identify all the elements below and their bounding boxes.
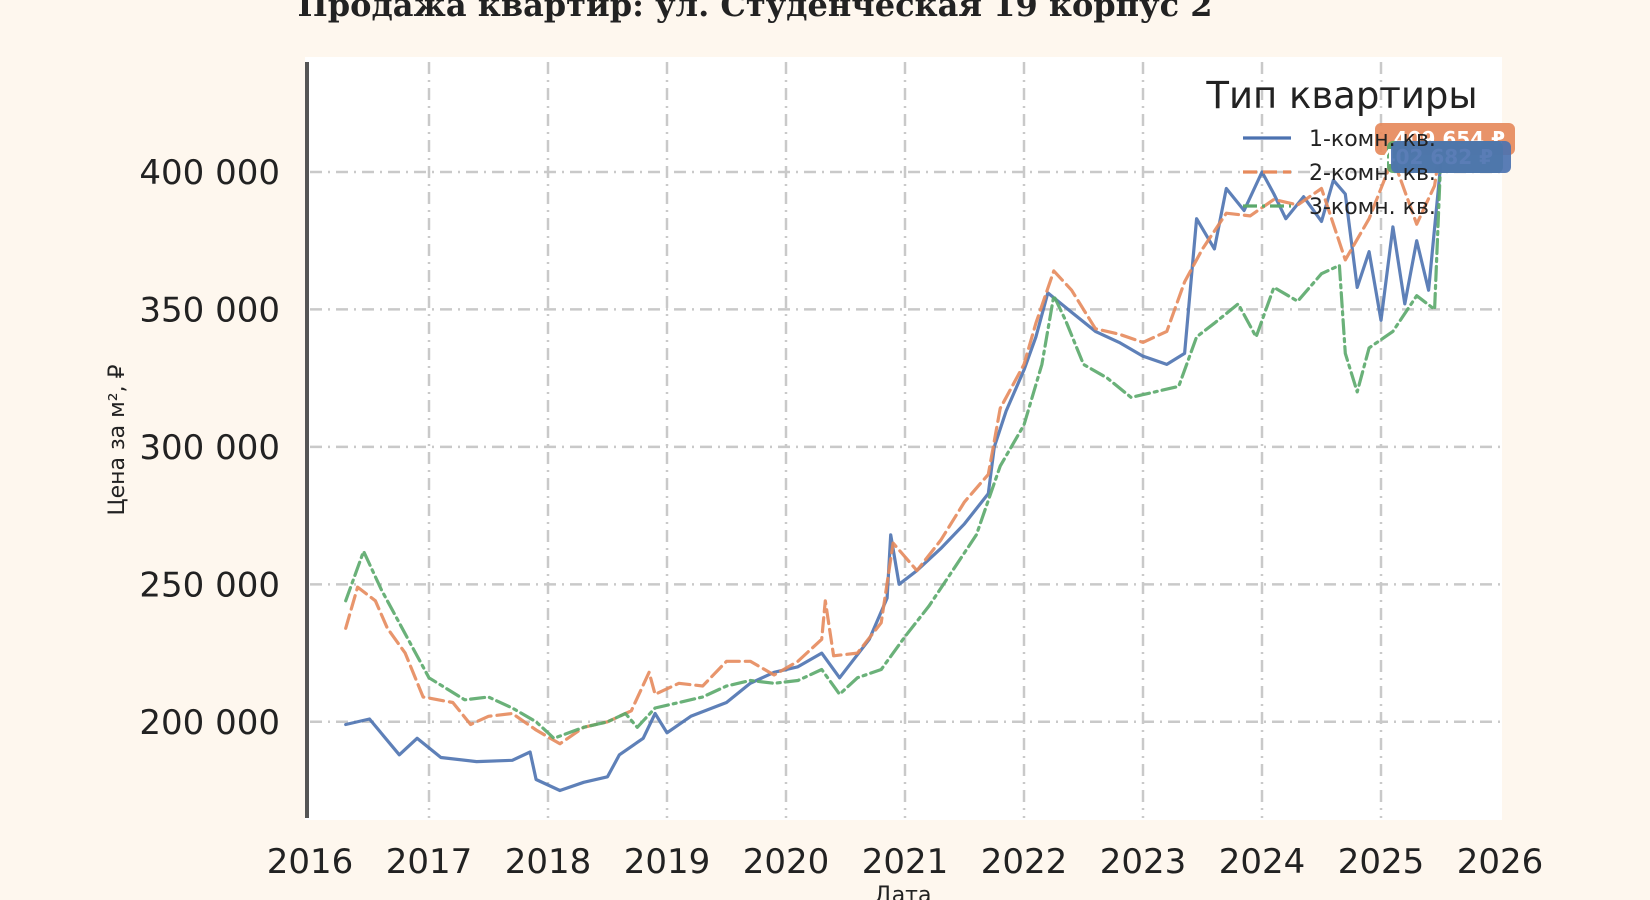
- y-tick-label: 400 000: [139, 153, 280, 193]
- y-tick-label: 200 000: [139, 703, 280, 743]
- grid: [310, 62, 1500, 818]
- legend: Тип квартиры 1-комн. кв. 2-комн. кв. 3-ком…: [1205, 74, 1477, 220]
- legend-title: Тип квартиры: [1205, 74, 1477, 117]
- x-tick-label: 2026: [1457, 842, 1544, 882]
- y-tick-label: 250 000: [139, 565, 280, 605]
- x-tick-label: 2020: [743, 842, 830, 882]
- x-tick-label: 2016: [267, 842, 354, 882]
- legend-label: 3-комн. кв.: [1309, 195, 1436, 220]
- x-tick-label: 2017: [386, 842, 473, 882]
- series-line-2: [344, 143, 1443, 746]
- y-tick-label: 350 000: [139, 290, 280, 330]
- x-tick-label: 2023: [1100, 842, 1187, 882]
- x-tick-label: 2025: [1338, 842, 1425, 882]
- series: [344, 143, 1443, 793]
- x-tick-label: 2022: [981, 842, 1068, 882]
- x-tick-label: 2021: [862, 842, 949, 882]
- series-line-1: [344, 164, 1443, 793]
- plot-area: [305, 57, 1502, 820]
- chart-title: Продажа квартир: ул. Студенческая 19 кор…: [297, 0, 1213, 24]
- tick-labels: 2016 2017 2018 2019 2020 2021 2022 2023 2024 2025…: [139, 153, 1543, 882]
- x-tick-label: 2024: [1219, 842, 1306, 882]
- last-value-labels: 409 654 ₽402 682 ₽: [1375, 123, 1515, 173]
- x-axis-label: Дата: [875, 883, 932, 900]
- x-tick-label: 2018: [505, 842, 592, 882]
- y-axis-label: Цена за м², ₽: [105, 364, 130, 515]
- last-value-badge: [1391, 141, 1511, 173]
- legend-label: 1-комн. кв.: [1309, 127, 1436, 152]
- y-tick-label: 300 000: [139, 428, 280, 468]
- series-line-3: [344, 163, 1443, 740]
- legend-label: 2-комн. кв.: [1309, 161, 1436, 186]
- x-tick-label: 2019: [624, 842, 711, 882]
